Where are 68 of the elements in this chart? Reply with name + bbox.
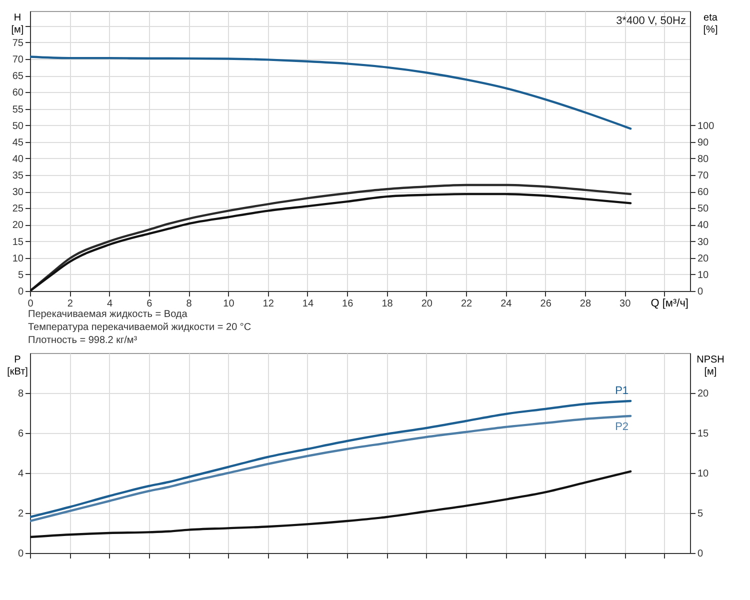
x-tick-label: 16 <box>342 298 354 310</box>
y2-tick-label: 60 <box>698 187 710 198</box>
y2-tick-label: 100 <box>698 120 715 132</box>
y-tick-label: 50 <box>12 120 24 132</box>
y-tick-label: 0 <box>18 548 24 560</box>
y2-tick-label: 10 <box>698 468 710 480</box>
x-tick-label: 8 <box>186 298 192 310</box>
y-tick-label: 4 <box>18 468 24 480</box>
y2-tick-label: 40 <box>698 220 710 232</box>
text: Плотность = 998.2 кг/м³ <box>28 335 138 346</box>
x-tick-label: 6 <box>146 298 153 310</box>
line-series <box>30 400 632 518</box>
y-axis-title: H [м] <box>11 12 24 36</box>
y-tick-label: 2 <box>18 508 24 520</box>
y-tick-label: 40 <box>12 154 24 165</box>
series-label: P2 <box>615 421 629 433</box>
y-tick-label: 5 <box>18 270 24 281</box>
line-series <box>30 56 632 130</box>
y2-tick-label: 5 <box>698 508 704 520</box>
line-series <box>30 414 632 522</box>
x-tick-label: 22 <box>460 298 473 310</box>
y2-tick-label: 0 <box>698 548 704 560</box>
x-tick-label: 30 <box>620 298 632 310</box>
y2-tick-label: 90 <box>698 137 710 148</box>
y2-tick-label: 70 <box>698 170 710 182</box>
y2-tick-label: 20 <box>698 253 710 264</box>
annotation: 3*400 V, 50Hz <box>616 15 686 27</box>
y-axis-title: P [кВт] <box>7 354 28 378</box>
y-tick-label: 8 <box>18 388 24 400</box>
y2-axis-title: NPSH [м] <box>696 354 724 378</box>
text: Температура перекачиваемой жидкости = 20 °C <box>28 322 252 333</box>
y-tick-label: 25 <box>12 204 24 215</box>
x-tick-label: 20 <box>421 298 433 310</box>
y2-tick-label: 0 <box>698 286 704 298</box>
x-tick-label: 26 <box>540 298 552 310</box>
y-tick-label: 55 <box>12 104 24 116</box>
y-tick-label: 10 <box>12 253 24 264</box>
x-tick-label: 18 <box>382 298 394 310</box>
y2-tick-label: 10 <box>698 270 710 281</box>
x-tick-label: 4 <box>107 298 113 310</box>
y-tick-label: 45 <box>12 137 24 148</box>
y2-tick-label: 30 <box>698 236 710 248</box>
x-tick-label: 12 <box>262 298 274 310</box>
y2-tick-label: 50 <box>698 204 710 215</box>
y2-tick-label: 80 <box>698 154 710 165</box>
x-axis-title: Q [м³/ч] <box>650 298 688 310</box>
x-tick-label: 14 <box>302 298 314 310</box>
y-tick-label: 15 <box>12 236 24 248</box>
y-tick-label: 60 <box>12 88 24 99</box>
y-tick-label: 75 <box>12 38 24 49</box>
y2-tick-label: 15 <box>698 428 710 440</box>
series-label: P1 <box>615 385 629 397</box>
y2-axis-title: eta [%] <box>703 12 718 36</box>
y-tick-label: 65 <box>12 71 24 82</box>
y-tick-label: 6 <box>18 428 24 440</box>
y-tick-label: 30 <box>12 187 24 198</box>
x-tick-label: 10 <box>223 298 235 310</box>
y-tick-label: 0 <box>18 286 24 298</box>
y2-tick-label: 20 <box>698 388 710 400</box>
x-tick-label: 0 <box>28 298 34 310</box>
y-tick-label: 35 <box>12 170 24 182</box>
x-tick-label: 2 <box>67 298 74 310</box>
y-tick-label: 70 <box>12 54 24 66</box>
x-tick-label: 28 <box>580 298 592 310</box>
text: Перекачиваемая жидкость = Вода <box>28 309 188 320</box>
x-tick-label: 24 <box>500 298 512 310</box>
y-tick-label: 20 <box>12 220 24 232</box>
line-series <box>30 470 632 538</box>
